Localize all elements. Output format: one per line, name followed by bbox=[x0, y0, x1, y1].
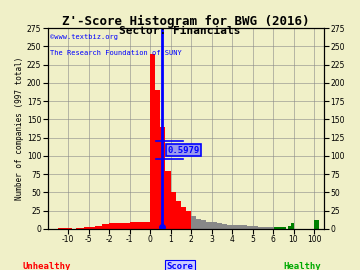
Bar bbox=[288, 226, 291, 229]
Bar bbox=[242, 225, 247, 229]
Title: Z'-Score Histogram for BWG (2016): Z'-Score Histogram for BWG (2016) bbox=[62, 15, 310, 28]
Bar bbox=[227, 225, 232, 229]
Bar bbox=[283, 228, 284, 229]
Bar bbox=[275, 228, 277, 229]
Text: Sector: Financials: Sector: Financials bbox=[119, 26, 241, 36]
Bar bbox=[268, 227, 273, 229]
Bar bbox=[263, 227, 268, 229]
Bar bbox=[130, 222, 150, 229]
Text: Healthy: Healthy bbox=[284, 262, 321, 270]
Bar bbox=[277, 228, 278, 229]
Bar bbox=[284, 227, 286, 229]
Text: 0.5979: 0.5979 bbox=[167, 146, 200, 154]
Bar bbox=[171, 193, 176, 229]
Text: Score: Score bbox=[167, 262, 193, 270]
Bar bbox=[176, 201, 181, 229]
Bar bbox=[201, 220, 206, 229]
Text: ©www.textbiz.org: ©www.textbiz.org bbox=[50, 34, 118, 40]
Bar bbox=[150, 54, 155, 229]
Bar bbox=[95, 226, 102, 229]
Bar bbox=[252, 226, 258, 229]
Bar bbox=[314, 220, 319, 229]
Bar bbox=[196, 219, 201, 229]
Bar bbox=[85, 228, 89, 229]
Bar bbox=[278, 228, 279, 229]
Bar bbox=[258, 227, 263, 229]
Bar bbox=[222, 224, 227, 229]
Bar bbox=[212, 222, 217, 229]
Bar bbox=[281, 228, 282, 229]
Bar bbox=[80, 228, 85, 229]
Bar bbox=[191, 216, 196, 229]
Bar bbox=[247, 226, 252, 229]
Bar bbox=[274, 228, 275, 229]
Bar bbox=[232, 225, 237, 229]
Bar bbox=[181, 207, 186, 229]
Bar bbox=[165, 171, 171, 229]
Text: Unhealthy: Unhealthy bbox=[23, 262, 71, 270]
Bar bbox=[102, 224, 109, 229]
Bar bbox=[109, 223, 130, 229]
Bar bbox=[89, 227, 95, 229]
Y-axis label: Number of companies (997 total): Number of companies (997 total) bbox=[15, 57, 24, 200]
Bar bbox=[206, 222, 212, 229]
Bar bbox=[76, 228, 80, 229]
Bar bbox=[273, 228, 274, 229]
Bar bbox=[58, 228, 68, 229]
Text: The Research Foundation of SUNY: The Research Foundation of SUNY bbox=[50, 50, 182, 56]
Bar bbox=[186, 211, 191, 229]
Bar bbox=[160, 127, 165, 229]
Bar bbox=[237, 225, 242, 229]
Bar bbox=[282, 228, 283, 229]
Bar bbox=[155, 90, 160, 229]
Bar bbox=[291, 223, 293, 229]
Bar bbox=[279, 228, 281, 229]
Bar bbox=[68, 228, 72, 229]
Bar bbox=[217, 223, 222, 229]
